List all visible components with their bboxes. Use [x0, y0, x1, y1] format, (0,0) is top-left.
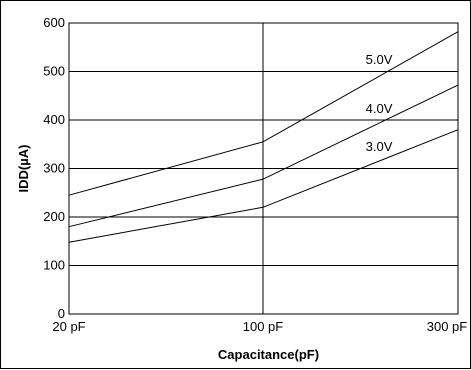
y-axis-title: IDD(µA) — [16, 145, 31, 193]
y-tick-label: 100 — [43, 258, 65, 273]
x-axis-title: Capacitance(pF) — [218, 347, 319, 362]
y-tick-label: 500 — [43, 64, 65, 79]
y-tick-label: 600 — [43, 15, 65, 30]
x-tick-label: 100 pF — [243, 319, 284, 334]
series-label: 3.0V — [366, 139, 393, 154]
y-tick-label: 300 — [43, 161, 65, 176]
y-tick-label: 200 — [43, 209, 65, 224]
x-tick-label: 20 pF — [52, 319, 85, 334]
series-label: 4.0V — [366, 101, 393, 116]
series-label: 5.0V — [366, 52, 393, 67]
x-tick-label: 300 pF — [427, 319, 468, 334]
y-tick-label: 400 — [43, 112, 65, 127]
